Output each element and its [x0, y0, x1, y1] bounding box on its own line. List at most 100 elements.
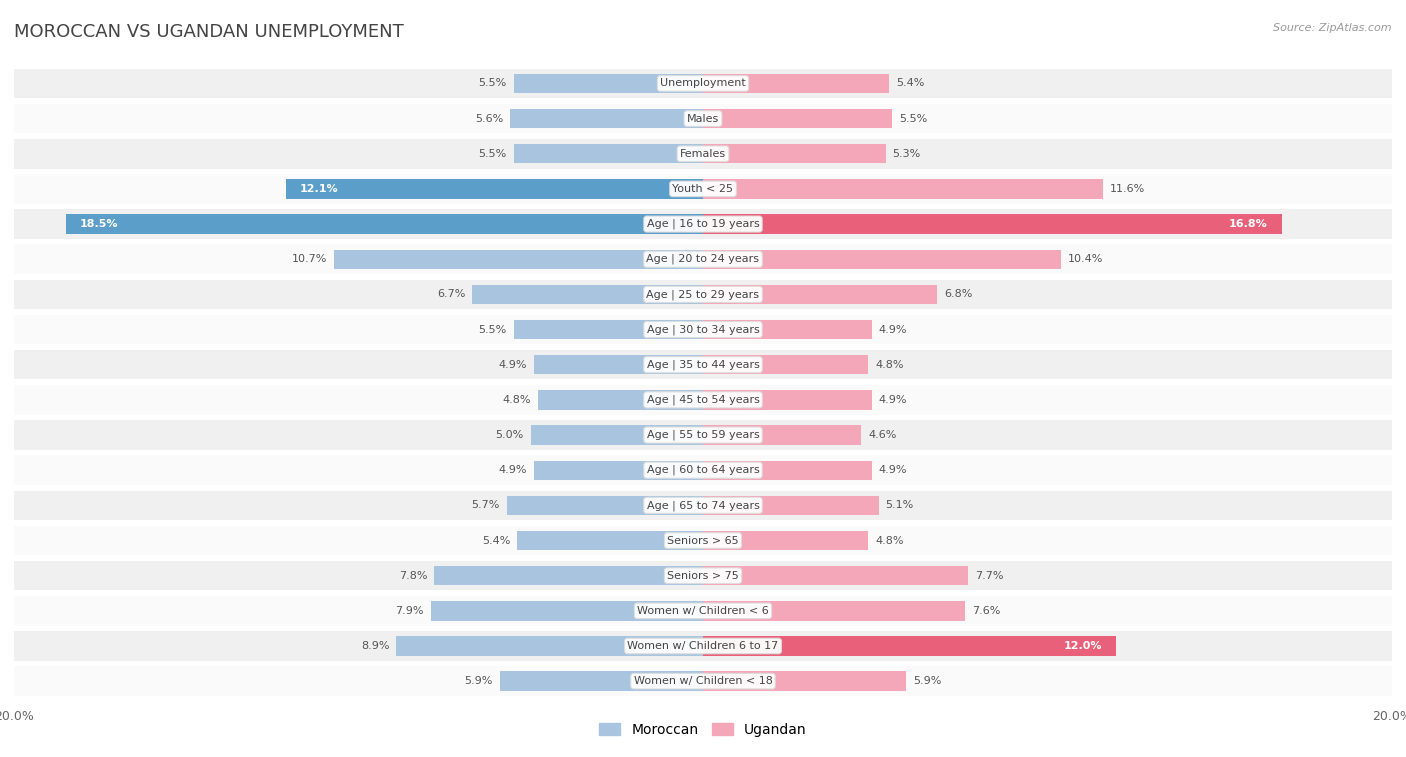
- Text: Seniors > 65: Seniors > 65: [668, 535, 738, 546]
- Bar: [14, 596, 1392, 625]
- Text: 4.6%: 4.6%: [869, 430, 897, 440]
- Bar: [14, 491, 1392, 520]
- Bar: [66, 214, 703, 234]
- Text: 6.7%: 6.7%: [437, 289, 465, 299]
- Text: 10.7%: 10.7%: [292, 254, 328, 264]
- Text: 4.8%: 4.8%: [502, 395, 531, 405]
- Text: 5.3%: 5.3%: [893, 148, 921, 159]
- Text: 11.6%: 11.6%: [1109, 184, 1144, 194]
- Bar: [534, 460, 703, 480]
- Text: 4.9%: 4.9%: [499, 360, 527, 369]
- Bar: [14, 245, 1392, 274]
- Bar: [703, 144, 886, 164]
- Bar: [434, 566, 703, 585]
- Text: 5.9%: 5.9%: [464, 676, 494, 686]
- Text: 7.9%: 7.9%: [395, 606, 425, 616]
- Bar: [534, 355, 703, 375]
- Legend: Moroccan, Ugandan: Moroccan, Ugandan: [593, 717, 813, 742]
- Bar: [703, 179, 1102, 198]
- Text: Seniors > 75: Seniors > 75: [666, 571, 740, 581]
- Bar: [537, 390, 703, 410]
- Bar: [506, 496, 703, 515]
- Text: Age | 30 to 34 years: Age | 30 to 34 years: [647, 324, 759, 335]
- Text: Age | 20 to 24 years: Age | 20 to 24 years: [647, 254, 759, 264]
- Text: Males: Males: [688, 114, 718, 123]
- Text: 5.7%: 5.7%: [471, 500, 499, 510]
- Text: 5.4%: 5.4%: [896, 79, 924, 89]
- Bar: [703, 73, 889, 93]
- Text: 8.9%: 8.9%: [361, 641, 389, 651]
- Bar: [14, 666, 1392, 696]
- Bar: [14, 420, 1392, 450]
- Bar: [14, 174, 1392, 204]
- Bar: [335, 250, 703, 269]
- Bar: [14, 139, 1392, 169]
- Text: Females: Females: [681, 148, 725, 159]
- Bar: [14, 385, 1392, 415]
- Text: Women w/ Children < 18: Women w/ Children < 18: [634, 676, 772, 686]
- Bar: [14, 350, 1392, 379]
- Text: 5.0%: 5.0%: [496, 430, 524, 440]
- Text: Women w/ Children 6 to 17: Women w/ Children 6 to 17: [627, 641, 779, 651]
- Bar: [14, 279, 1392, 309]
- Text: Age | 65 to 74 years: Age | 65 to 74 years: [647, 500, 759, 511]
- Text: 10.4%: 10.4%: [1069, 254, 1104, 264]
- Bar: [14, 209, 1392, 238]
- Bar: [703, 566, 969, 585]
- Bar: [513, 320, 703, 339]
- Bar: [703, 425, 862, 444]
- Bar: [703, 531, 869, 550]
- Text: 4.9%: 4.9%: [879, 395, 907, 405]
- Text: Age | 55 to 59 years: Age | 55 to 59 years: [647, 430, 759, 441]
- Text: 5.1%: 5.1%: [886, 500, 914, 510]
- Text: 5.5%: 5.5%: [478, 79, 506, 89]
- Text: 5.4%: 5.4%: [482, 535, 510, 546]
- Bar: [510, 109, 703, 128]
- Text: 4.8%: 4.8%: [875, 535, 904, 546]
- Text: Age | 16 to 19 years: Age | 16 to 19 years: [647, 219, 759, 229]
- Bar: [703, 671, 907, 691]
- Text: Age | 45 to 54 years: Age | 45 to 54 years: [647, 394, 759, 405]
- Text: 5.6%: 5.6%: [475, 114, 503, 123]
- Bar: [513, 144, 703, 164]
- Bar: [14, 561, 1392, 590]
- Text: 7.8%: 7.8%: [399, 571, 427, 581]
- Bar: [472, 285, 703, 304]
- Bar: [14, 315, 1392, 344]
- Bar: [703, 390, 872, 410]
- Text: Source: ZipAtlas.com: Source: ZipAtlas.com: [1274, 23, 1392, 33]
- Bar: [517, 531, 703, 550]
- Bar: [703, 250, 1062, 269]
- Text: 16.8%: 16.8%: [1229, 219, 1268, 229]
- Bar: [703, 355, 869, 375]
- Bar: [703, 496, 879, 515]
- Text: Women w/ Children < 6: Women w/ Children < 6: [637, 606, 769, 616]
- Text: 4.9%: 4.9%: [879, 325, 907, 335]
- Text: 6.8%: 6.8%: [945, 289, 973, 299]
- Text: 4.9%: 4.9%: [499, 466, 527, 475]
- Bar: [396, 637, 703, 656]
- Text: 5.9%: 5.9%: [912, 676, 942, 686]
- Text: 4.8%: 4.8%: [875, 360, 904, 369]
- Text: 18.5%: 18.5%: [80, 219, 118, 229]
- Bar: [14, 456, 1392, 485]
- Bar: [14, 69, 1392, 98]
- Bar: [703, 320, 872, 339]
- Bar: [703, 601, 965, 621]
- Bar: [287, 179, 703, 198]
- Text: 12.0%: 12.0%: [1064, 641, 1102, 651]
- Text: 5.5%: 5.5%: [478, 325, 506, 335]
- Bar: [14, 631, 1392, 661]
- Bar: [703, 637, 1116, 656]
- Bar: [430, 601, 703, 621]
- Bar: [499, 671, 703, 691]
- Bar: [513, 73, 703, 93]
- Bar: [703, 285, 938, 304]
- Text: 7.7%: 7.7%: [976, 571, 1004, 581]
- Text: 12.1%: 12.1%: [299, 184, 339, 194]
- Bar: [703, 214, 1282, 234]
- Text: 5.5%: 5.5%: [900, 114, 928, 123]
- Text: 5.5%: 5.5%: [478, 148, 506, 159]
- Text: 7.6%: 7.6%: [972, 606, 1000, 616]
- Text: Youth < 25: Youth < 25: [672, 184, 734, 194]
